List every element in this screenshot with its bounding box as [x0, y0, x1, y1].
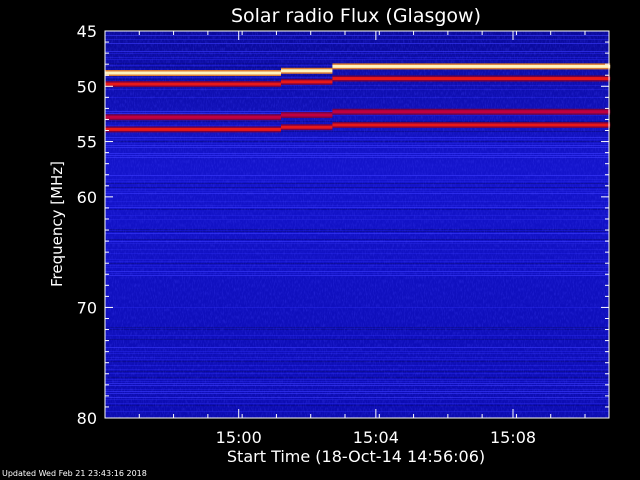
y-tick-label: 70 — [77, 298, 97, 317]
noise-texture — [105, 31, 609, 418]
x-axis-label: Start Time (18-Oct-14 14:56:06) — [227, 447, 485, 466]
y-tick-label: 60 — [77, 188, 97, 207]
emission-band — [281, 125, 333, 129]
emission-band — [332, 123, 611, 127]
y-axis: 45 50 55 60 70 80 — [77, 22, 609, 428]
updated-timestamp: Updated Wed Feb 21 23:43:16 2018 — [2, 469, 147, 478]
emission-band — [105, 82, 281, 86]
y-tick-label: 55 — [77, 133, 97, 152]
emission-band — [332, 64, 611, 68]
y-tick-label: 50 — [77, 77, 97, 96]
emission-bands — [105, 63, 611, 133]
emission-band — [281, 80, 333, 84]
plot-frame — [104, 30, 610, 419]
emission-band — [105, 115, 281, 119]
y-axis-label: Frequency [MHz] — [48, 161, 66, 287]
emission-band — [332, 77, 611, 81]
x-tick-label: 15:04 — [353, 428, 399, 447]
x-axis: 15:00 15:04 15:08 — [104, 31, 586, 447]
chart-title: Solar radio Flux (Glasgow) — [231, 5, 481, 27]
plot-area — [104, 30, 611, 419]
emission-band — [281, 69, 333, 73]
y-tick-label: 80 — [77, 409, 97, 428]
x-tick-label: 15:08 — [490, 428, 536, 447]
y-tick-label: 45 — [77, 22, 97, 41]
emission-band — [332, 110, 611, 114]
x-tick-label: 15:00 — [216, 428, 262, 447]
emission-band — [105, 71, 281, 75]
emission-band — [281, 113, 333, 117]
emission-band — [105, 127, 281, 131]
